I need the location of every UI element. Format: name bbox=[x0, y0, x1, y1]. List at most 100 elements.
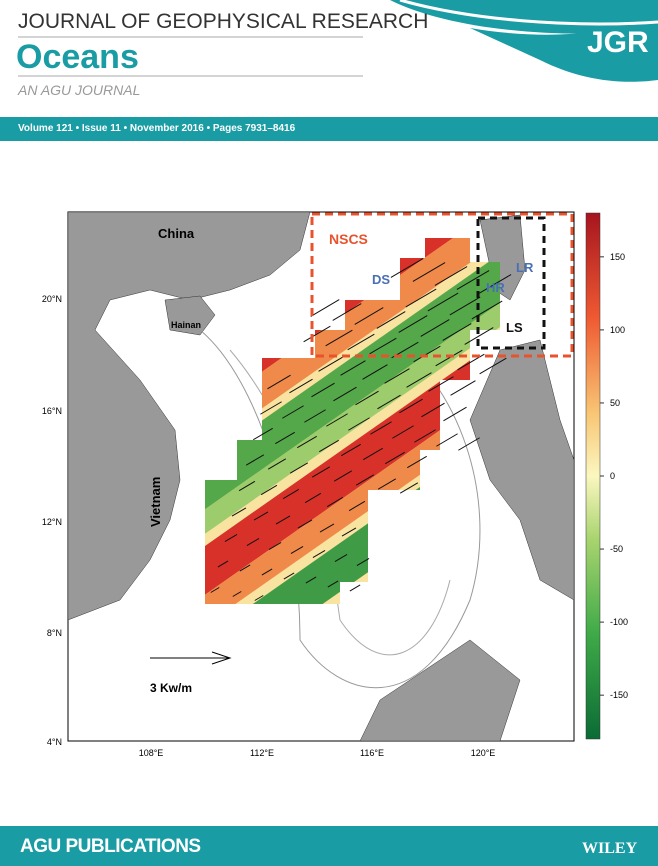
arrow bbox=[420, 319, 450, 337]
arrow bbox=[290, 545, 304, 555]
lon-tick: 116°E bbox=[360, 748, 384, 758]
arrow bbox=[253, 427, 273, 441]
lon-tick: 112°E bbox=[250, 748, 274, 758]
arrow bbox=[231, 507, 247, 517]
band bbox=[205, 238, 500, 579]
arrow bbox=[369, 337, 397, 355]
arrow bbox=[434, 266, 468, 286]
arrow bbox=[224, 533, 238, 543]
lat-tick: 20°N bbox=[42, 294, 62, 304]
arrow bbox=[311, 466, 331, 478]
arrow bbox=[436, 433, 458, 447]
arrow bbox=[333, 470, 353, 482]
map-label: HR bbox=[486, 280, 505, 295]
arrow bbox=[341, 527, 357, 537]
arrow bbox=[407, 455, 427, 469]
arrow bbox=[289, 462, 309, 474]
arrow bbox=[332, 303, 362, 321]
journal-name: JOURNAL OF GEOPHYSICAL RESEARCH bbox=[18, 10, 429, 33]
arrow bbox=[406, 372, 432, 388]
arrow bbox=[245, 454, 265, 466]
arrow bbox=[392, 425, 414, 439]
lat-tick: 8°N bbox=[47, 628, 62, 638]
arrow bbox=[297, 519, 313, 529]
arrow bbox=[303, 325, 331, 343]
arrow bbox=[304, 492, 322, 504]
arrow bbox=[479, 357, 507, 375]
arrow bbox=[261, 568, 273, 576]
flux-arrows bbox=[210, 258, 512, 601]
arrow bbox=[246, 537, 260, 547]
map-label: LS bbox=[506, 320, 523, 335]
arrow bbox=[377, 394, 401, 410]
arrow bbox=[435, 349, 463, 367]
arrow bbox=[399, 482, 419, 494]
arrow bbox=[412, 262, 446, 282]
band bbox=[205, 238, 500, 538]
arrow bbox=[304, 409, 326, 423]
arrow bbox=[232, 591, 242, 597]
arrow bbox=[267, 458, 287, 470]
arrow bbox=[355, 390, 379, 406]
arrow bbox=[414, 429, 436, 443]
lat-tick: 12°N bbox=[42, 517, 62, 527]
arrow bbox=[464, 327, 494, 345]
arrow bbox=[450, 380, 476, 396]
arrow bbox=[268, 541, 282, 551]
map-label: LR bbox=[516, 260, 534, 275]
arrow bbox=[260, 484, 278, 496]
colorbar-tick-label: 50 bbox=[610, 398, 620, 408]
arrow bbox=[333, 386, 357, 402]
land-hainan bbox=[164, 295, 216, 336]
arrow bbox=[385, 451, 405, 465]
journal-title: Oceans bbox=[16, 38, 139, 76]
map-label: DS bbox=[372, 272, 390, 287]
arrow bbox=[282, 488, 300, 500]
arrow bbox=[428, 376, 454, 392]
arrow bbox=[398, 315, 428, 333]
arrow bbox=[413, 345, 441, 363]
arrow bbox=[305, 576, 317, 584]
arrow bbox=[334, 553, 348, 563]
arrow bbox=[327, 580, 339, 588]
band bbox=[205, 291, 500, 604]
arrow bbox=[355, 474, 375, 486]
arrow bbox=[370, 421, 392, 435]
colorbar-ticks: 150 100 50 0 -50 -100 -150 bbox=[600, 252, 628, 700]
arrow bbox=[283, 572, 295, 580]
issue-info: Volume 121 • Issue 11 • November 2016 • … bbox=[18, 123, 296, 134]
arrow bbox=[421, 402, 445, 418]
map-label: NSCS bbox=[329, 231, 368, 247]
colorbar-tick-label: -50 bbox=[610, 544, 623, 554]
arrow bbox=[354, 307, 384, 325]
arrow bbox=[399, 398, 423, 414]
colorbar-tick-label: -150 bbox=[610, 690, 628, 700]
arrow bbox=[275, 515, 291, 525]
ls-box bbox=[476, 216, 546, 350]
arrow bbox=[348, 417, 370, 431]
arrow bbox=[260, 401, 282, 415]
land-philippines bbox=[469, 339, 574, 601]
arrow bbox=[318, 356, 344, 372]
arrow bbox=[348, 500, 366, 512]
arrow bbox=[478, 274, 512, 294]
arrow bbox=[349, 584, 361, 592]
arrow bbox=[458, 437, 480, 451]
lat-tick: 16°N bbox=[42, 406, 62, 416]
logo: JGR bbox=[587, 26, 649, 59]
map-label: Vietnam bbox=[148, 477, 163, 527]
arrow bbox=[319, 439, 339, 453]
lon-tick: 120°E bbox=[471, 748, 496, 758]
arrow bbox=[210, 587, 220, 593]
arrow bbox=[267, 374, 291, 390]
land-borneo bbox=[359, 639, 521, 741]
arrow bbox=[310, 299, 340, 317]
band bbox=[205, 238, 500, 595]
map-label: Hainan bbox=[171, 320, 201, 330]
colorbar-tick-label: 150 bbox=[610, 252, 625, 262]
arrow bbox=[362, 364, 388, 380]
arrow bbox=[282, 405, 304, 419]
scale-label: 3 Kw/m bbox=[150, 681, 192, 695]
swoosh-line bbox=[399, 0, 658, 26]
